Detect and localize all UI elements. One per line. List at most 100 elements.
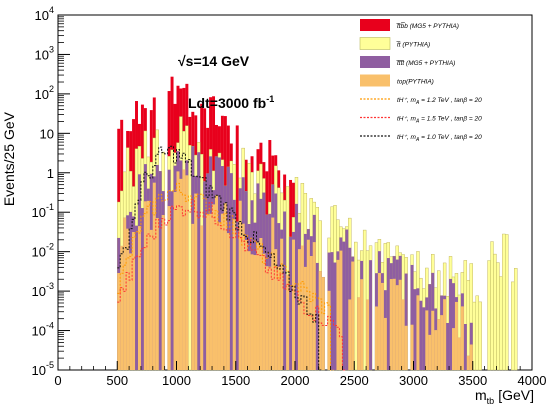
bar-tt [502, 233, 506, 371]
bar-top [277, 266, 281, 370]
bar-tttt [140, 208, 144, 370]
bar-top [247, 251, 251, 370]
bar-tttt [452, 283, 455, 370]
bar-top [238, 200, 242, 370]
bar-top [312, 242, 316, 370]
bar-top [306, 239, 310, 370]
bar-top [274, 249, 278, 370]
legend-swatch-ttbb [360, 19, 390, 31]
bar-tttt [170, 191, 174, 370]
bar-top [256, 242, 260, 370]
bar-top [434, 330, 438, 370]
bar-top [339, 250, 343, 370]
bar-top [132, 232, 136, 370]
bar-top [443, 299, 447, 370]
bar-tt [472, 301, 476, 371]
bar-top [259, 238, 263, 370]
lumi-annotation-text: Ldt=3000 fb [188, 95, 266, 111]
x-tick-label: 4000 [518, 373, 547, 388]
bar-top [220, 213, 224, 370]
bar-tttt [289, 236, 293, 370]
legend-label-H10: tH⁺, mA = 1.0 TeV , tanβ = 20 [397, 134, 482, 143]
bar-top [374, 306, 378, 370]
bar-tttt [419, 300, 423, 370]
bar-tttt [386, 258, 390, 370]
bar-top [149, 229, 153, 370]
bar-tttt [283, 211, 287, 370]
bar-top [460, 306, 464, 370]
bar-top [123, 217, 127, 370]
bar-top [126, 228, 130, 370]
bar-top [120, 245, 124, 370]
bar-top [357, 297, 361, 370]
bar-top [404, 325, 408, 370]
bar-top [466, 355, 470, 370]
bar-top [318, 271, 322, 370]
bar-top [117, 273, 121, 370]
bar-top [416, 295, 420, 370]
bar-top [209, 213, 213, 370]
bar-top [286, 274, 290, 370]
lumi-annotation-exp: -1 [266, 94, 274, 104]
bar-tttt [197, 152, 201, 370]
bar-top [410, 324, 414, 370]
bar-top [215, 195, 218, 370]
bar-tttt [345, 229, 349, 370]
y-tick-label: 10 [40, 126, 54, 141]
bar-top [265, 266, 269, 370]
bar-top [309, 256, 313, 370]
bar-top [185, 175, 189, 370]
bar-top [392, 278, 396, 370]
bar-tt [487, 260, 491, 371]
bar-tttt [235, 221, 239, 370]
bar-top [194, 193, 198, 370]
bar-top [454, 301, 458, 370]
bar-tttt [428, 284, 432, 370]
bar-top [244, 240, 248, 370]
bar-top [431, 310, 435, 370]
y-tick-label: 10-2 [32, 242, 54, 260]
x-tick-label: 500 [106, 373, 128, 388]
bar-top [143, 201, 147, 370]
legend: t̅tb̅b (MG5 + PYTHIA) t̅t (PYTHIA) t̅tt̅t … [359, 19, 482, 143]
bar-tt [496, 262, 500, 371]
bar-top [176, 171, 180, 370]
bar-tt [511, 281, 515, 371]
bar-top [437, 319, 441, 370]
x-axis-label: mtb [GeV] [475, 387, 534, 406]
bar-top [262, 253, 266, 370]
y-tick-label: 10-4 [32, 321, 54, 339]
bar-tt [505, 234, 509, 371]
bar-tttt [413, 289, 417, 370]
bar-top [137, 226, 141, 370]
bar-top [179, 178, 183, 370]
bar-top [217, 222, 221, 370]
legend-label-tttt: t̅tt̅t (MG5 + PYTHIA) [396, 59, 455, 67]
bar-tttt [203, 181, 207, 370]
bar-tttt [229, 173, 233, 370]
x-tick-label: 3000 [399, 373, 428, 388]
energy-annotation: √s=14 GeV [178, 53, 250, 69]
bar-top [389, 279, 393, 370]
histogram-stacks [117, 76, 518, 371]
bar-tttt [369, 260, 373, 370]
legend-label-H15: tH⁺, mA = 1.5 TeV , tanβ = 20 [397, 116, 482, 125]
x-tick-label: 1500 [221, 373, 250, 388]
bar-tttt [158, 171, 162, 370]
x-tick-label: 3500 [458, 373, 487, 388]
bar-tttt [410, 264, 414, 370]
y-tick-label: 10-5 [32, 360, 54, 378]
bar-top [428, 334, 432, 370]
bar-tttt [463, 324, 467, 370]
bar-tttt [330, 252, 334, 370]
bar-top [253, 255, 257, 370]
bar-top [383, 317, 387, 370]
bar-top [351, 261, 355, 370]
y-tick-label: 1 [47, 166, 54, 181]
bar-tt [514, 268, 518, 371]
lumi-annotation: Ldt=3000 fb-1 [188, 94, 274, 111]
bar-top [271, 217, 275, 370]
y-tick-label: 102 [35, 84, 54, 102]
bar-tt [362, 229, 367, 371]
